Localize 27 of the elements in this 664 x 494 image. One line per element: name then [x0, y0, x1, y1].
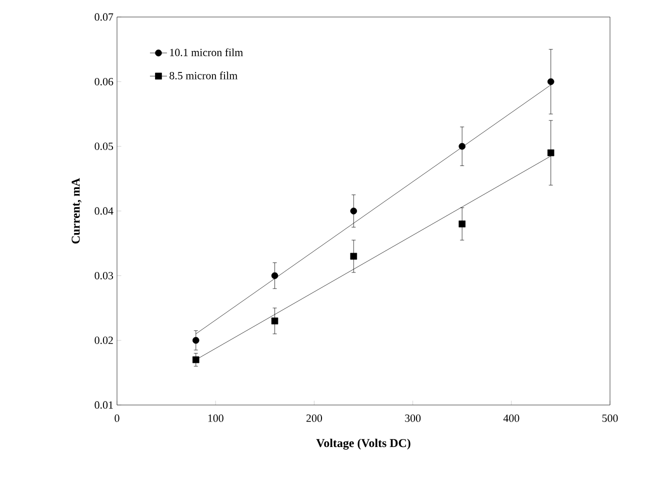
legend-label: 8.5 micron film: [170, 72, 238, 80]
x-tick-label: 500: [602, 414, 618, 422]
x-tick-label: 300: [405, 414, 421, 422]
point: [458, 220, 466, 228]
x-tick-label: 100: [208, 414, 224, 422]
point: [271, 272, 278, 280]
x-tick-label: 200: [306, 414, 322, 422]
point: [458, 142, 466, 150]
y-tick-label: 0.05: [94, 142, 114, 150]
y-tick-label: 0.02: [94, 336, 113, 344]
point: [192, 356, 200, 364]
y-tick-label: 0.01: [94, 401, 113, 409]
point: [350, 252, 358, 260]
point: [192, 336, 200, 344]
legend-label: 10.1 micron film: [170, 48, 243, 56]
point: [547, 78, 554, 86]
x-tick-label: 400: [503, 414, 520, 422]
y-tick-label: 0.03: [94, 272, 114, 280]
x-axis-title: Voltage (Volts DC): [316, 438, 410, 450]
point: [350, 208, 358, 214]
y-tick-label: 0.04: [94, 207, 114, 215]
point: [271, 318, 278, 324]
point: [547, 149, 554, 156]
y-axis-title: Current, mA: [72, 178, 82, 244]
y-tick-label: 0.06: [94, 78, 114, 86]
x-tick-label: 0: [114, 414, 120, 422]
y-tick-label: 0.07: [94, 13, 114, 21]
